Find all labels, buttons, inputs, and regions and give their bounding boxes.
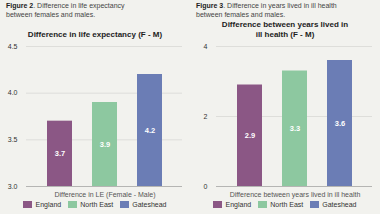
html-text:North East: North East — [270, 201, 304, 208]
html-text:Figure 2. Difference in life e: Figure 2. Difference in life expectancy … — [6, 2, 125, 18]
svg-text:0: 0 — [204, 183, 208, 190]
svg-text:2.9: 2.9 — [245, 131, 255, 140]
html-text:Difference between years lived: Difference between years lived in ill he… — [221, 20, 349, 39]
svg-text:3.7: 3.7 — [55, 149, 65, 158]
html-text:Difference in LE (Female - Mal: Difference in LE (Female - Male) — [54, 191, 156, 198]
svg-text:4.2: 4.2 — [145, 126, 155, 135]
svg-text:4: 4 — [204, 43, 208, 50]
html-text:Gateshead: Gateshead — [132, 201, 167, 208]
html-text:Difference in life expectancy: Difference in life expectancy (F - M) — [27, 29, 163, 39]
svg-text:3.6: 3.6 — [335, 119, 345, 128]
svg-text:3.9: 3.9 — [100, 140, 110, 149]
html-text:Difference between years lived: Difference between years lived in ill he… — [229, 191, 361, 198]
svg-text:3.0: 3.0 — [8, 183, 18, 190]
html-text:England: England — [35, 201, 62, 208]
html-text:North East: North East — [80, 201, 114, 208]
html-text:England: England — [225, 201, 252, 208]
svg-text:4.0: 4.0 — [8, 89, 18, 96]
svg-text:3.3: 3.3 — [290, 124, 300, 133]
html-text:Figure 3. Difference in years: Figure 3. Difference in years lived in i… — [196, 2, 337, 18]
svg-text:3.5: 3.5 — [8, 136, 18, 143]
svg-text:4.5: 4.5 — [8, 43, 18, 50]
html-text:Gateshead: Gateshead — [322, 201, 357, 208]
svg-text:2: 2 — [204, 113, 208, 120]
